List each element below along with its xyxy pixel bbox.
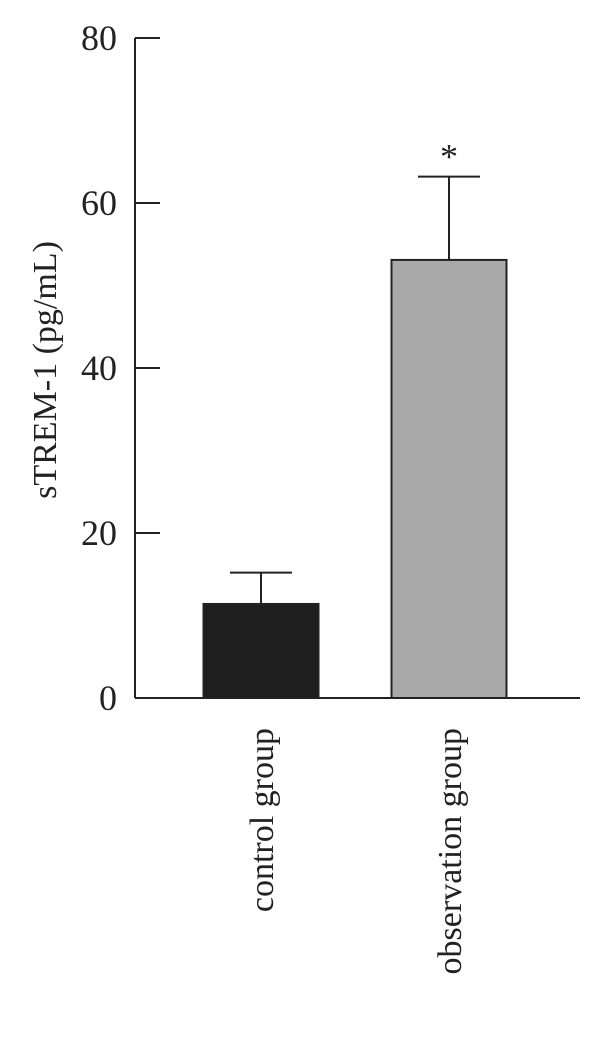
x-tick-label: control group <box>244 728 281 912</box>
y-tick-label: 0 <box>99 678 117 718</box>
bar <box>390 258 508 699</box>
bar <box>202 602 320 700</box>
y-tick-label: 60 <box>81 183 117 223</box>
y-axis-label: sTREM-1 (pg/mL) <box>27 241 64 499</box>
significance-mark: * <box>440 137 458 177</box>
y-tick-label: 80 <box>81 18 117 58</box>
x-tick-label: observation group <box>432 728 469 974</box>
y-tick-label: 40 <box>81 348 117 388</box>
y-tick-label: 20 <box>81 513 117 553</box>
